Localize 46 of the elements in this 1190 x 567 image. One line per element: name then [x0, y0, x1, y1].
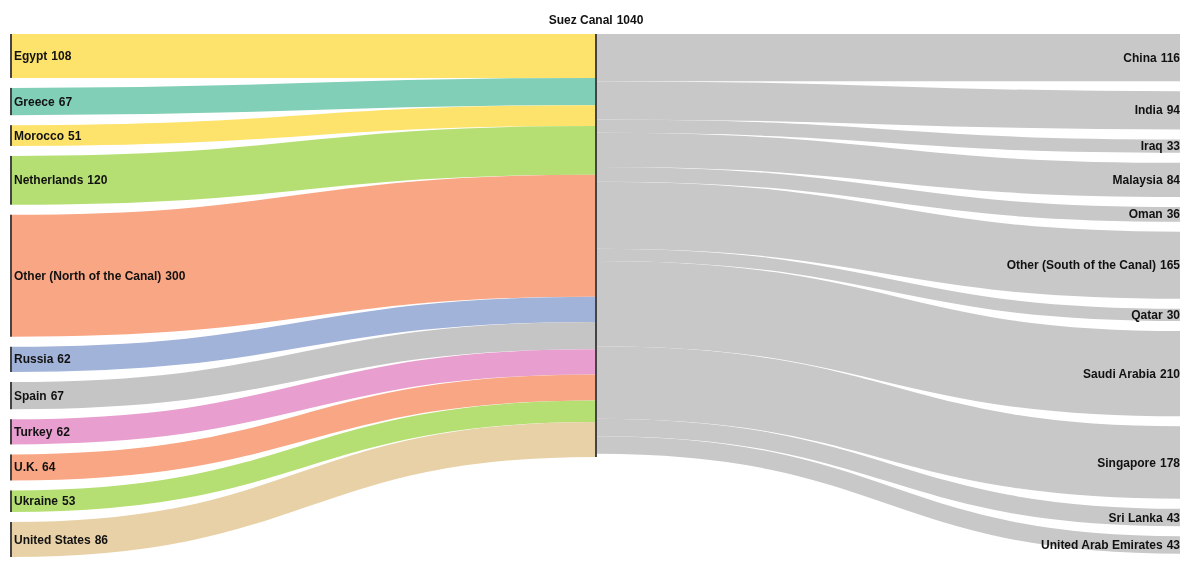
- category-label: Iraq: [1140, 139, 1163, 154]
- category-label: Other (North of the Canal): [14, 268, 162, 283]
- data-label: 67: [50, 388, 65, 403]
- data-label: 64: [42, 460, 56, 475]
- data-label: 178: [1159, 455, 1181, 470]
- category-label: Suez Canal: [548, 13, 613, 27]
- data-label: 62: [56, 424, 71, 439]
- data-label: 67: [58, 94, 73, 109]
- data-label: 51: [68, 128, 82, 143]
- data-label: 120: [87, 173, 108, 188]
- category-label: United Arab Emirates: [1041, 538, 1163, 552]
- category-label: Saudi Arabia: [1083, 366, 1157, 381]
- data-label: 43: [1166, 510, 1181, 525]
- category-label: Morocco: [14, 128, 65, 143]
- category-label: U.K.: [14, 460, 38, 475]
- data-label: 94: [1166, 103, 1181, 118]
- category-label: Singapore: [1097, 455, 1157, 470]
- data-label: 36: [1166, 207, 1181, 222]
- category-label: Spain: [14, 388, 47, 403]
- category-label: Sri Lanka: [1108, 510, 1163, 525]
- data-label: 84: [1166, 172, 1181, 187]
- data-label: 1040: [616, 13, 644, 27]
- category-label: China: [1123, 50, 1157, 65]
- data-label: 53: [62, 494, 76, 509]
- category-label: Other (South of the Canal): [1006, 258, 1156, 273]
- category-label: Russia: [14, 352, 54, 367]
- category-label: Ukraine: [14, 494, 59, 509]
- data-label: 86: [94, 532, 109, 547]
- category-label: United States: [14, 532, 92, 547]
- data-label: 30: [1166, 307, 1181, 322]
- category-label: Malaysia: [1112, 172, 1163, 187]
- category-label: Greece: [14, 94, 56, 109]
- data-label: 33: [1166, 139, 1181, 154]
- category-label: Turkey: [14, 424, 53, 439]
- category-label: Netherlands: [14, 173, 84, 188]
- data-label: 116: [1160, 50, 1181, 65]
- data-label: 43: [1166, 538, 1181, 552]
- data-label: 62: [57, 352, 72, 367]
- data-label: 300: [165, 268, 186, 283]
- data-label: 108: [51, 48, 72, 63]
- category-label: Qatar: [1131, 307, 1163, 322]
- category-label: Oman: [1128, 207, 1163, 222]
- category-label: India: [1134, 103, 1163, 118]
- data-label: 210: [1159, 366, 1181, 381]
- data-label: 165: [1159, 258, 1181, 273]
- category-label: Egypt: [14, 48, 48, 63]
